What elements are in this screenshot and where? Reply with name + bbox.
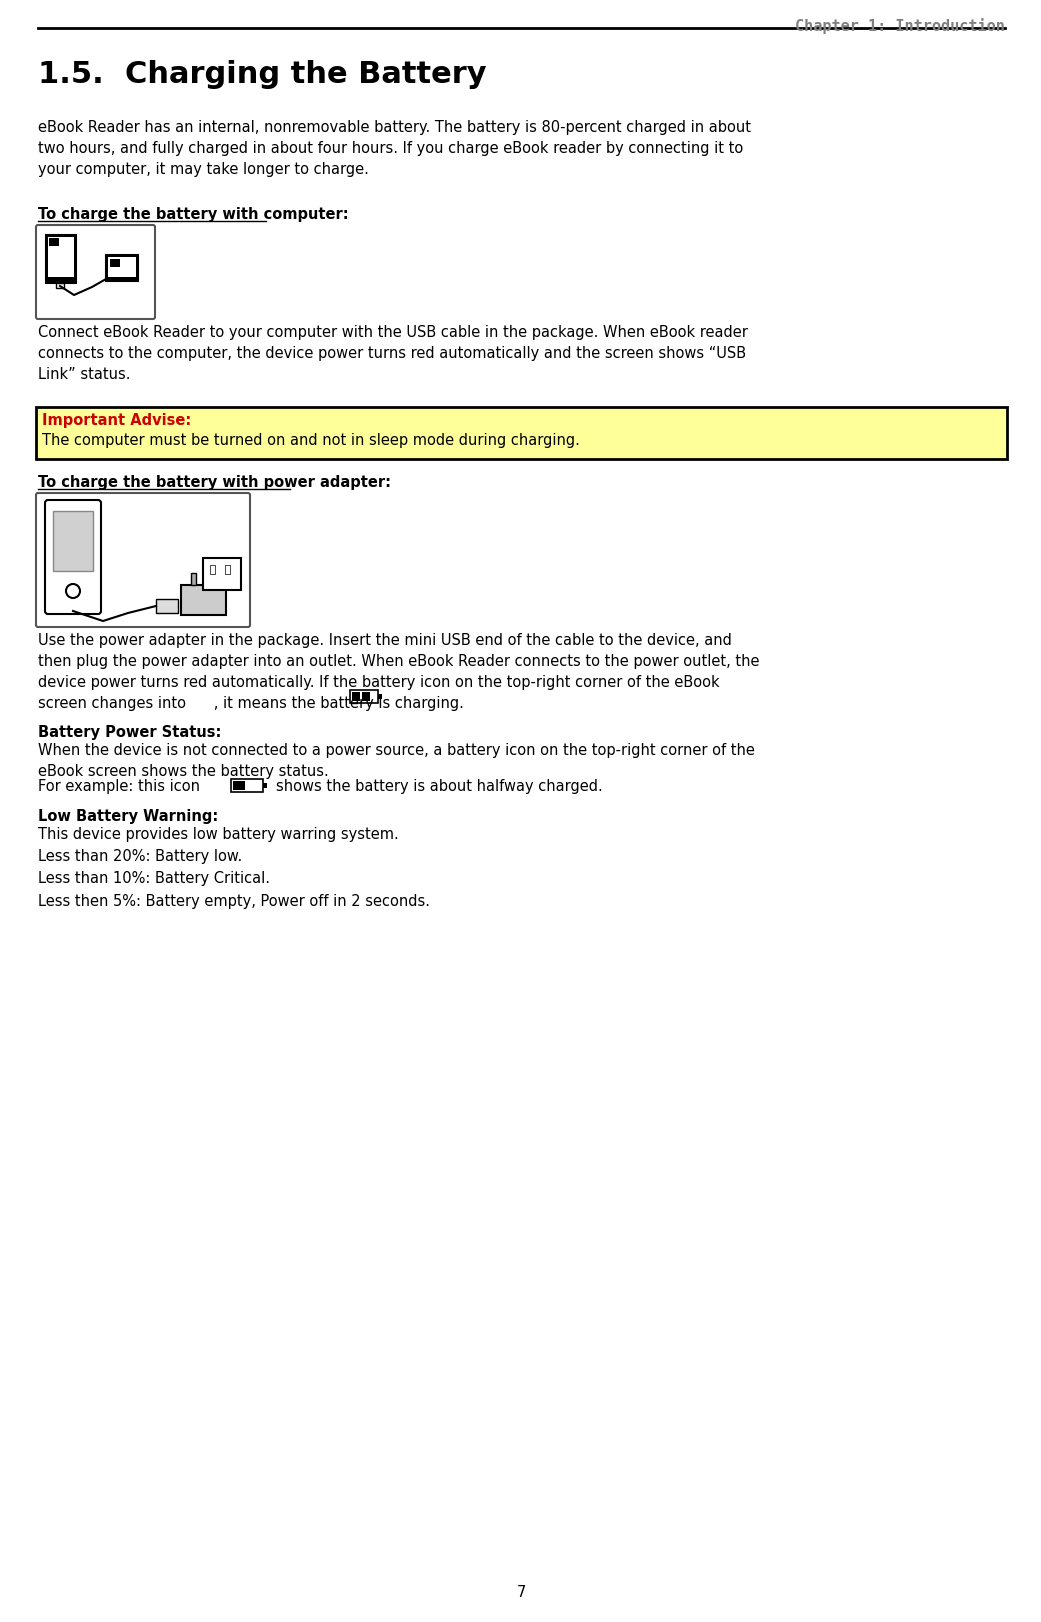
FancyBboxPatch shape xyxy=(36,407,1007,459)
Bar xyxy=(191,573,196,586)
Bar xyxy=(231,779,263,792)
Bar xyxy=(53,511,93,571)
Bar xyxy=(209,573,214,586)
Text: For example: this icon: For example: this icon xyxy=(39,779,200,795)
Bar xyxy=(225,564,230,574)
Bar xyxy=(110,260,120,268)
Text: Use the power adapter in the package. Insert the mini USB end of the cable to th: Use the power adapter in the package. In… xyxy=(39,633,760,710)
Bar xyxy=(106,255,138,281)
Bar xyxy=(203,558,242,590)
FancyBboxPatch shape xyxy=(36,225,155,320)
Bar xyxy=(350,689,378,702)
Bar xyxy=(48,237,74,277)
Text: This device provides low battery warring system.
Less than 20%: Battery low.
Les: This device provides low battery warring… xyxy=(39,827,430,908)
Text: Battery Power Status:: Battery Power Status: xyxy=(39,725,222,740)
Text: Low Battery Warning:: Low Battery Warning: xyxy=(39,809,219,824)
Circle shape xyxy=(66,584,80,599)
Bar xyxy=(210,564,215,574)
Text: 7: 7 xyxy=(516,1585,526,1599)
Text: Important Advise:: Important Advise: xyxy=(42,414,192,428)
Bar xyxy=(156,599,178,613)
Bar xyxy=(352,693,360,701)
Text: shows the battery is about halfway charged.: shows the battery is about halfway charg… xyxy=(276,779,603,795)
FancyBboxPatch shape xyxy=(36,493,250,628)
Text: 1.5.  Charging the Battery: 1.5. Charging the Battery xyxy=(39,60,486,89)
Bar xyxy=(378,694,382,699)
Text: Connect eBook Reader to your computer with the USB cable in the package. When eB: Connect eBook Reader to your computer wi… xyxy=(39,324,747,383)
Bar xyxy=(362,693,370,701)
Text: To charge the battery with power adapter:: To charge the battery with power adapter… xyxy=(39,475,391,490)
Bar xyxy=(181,586,226,615)
Bar xyxy=(108,256,136,277)
Text: When the device is not connected to a power source, a battery icon on the top-ri: When the device is not connected to a po… xyxy=(39,743,755,779)
Text: Chapter 1: Introduction: Chapter 1: Introduction xyxy=(795,18,1005,34)
Bar xyxy=(46,235,76,282)
Bar xyxy=(56,282,64,289)
Bar xyxy=(263,783,266,788)
Text: The computer must be turned on and not in sleep mode during charging.: The computer must be turned on and not i… xyxy=(42,433,580,448)
Text: eBook Reader has an internal, nonremovable battery. The battery is 80-percent ch: eBook Reader has an internal, nonremovab… xyxy=(39,120,751,177)
FancyBboxPatch shape xyxy=(45,500,101,615)
Text: To charge the battery with computer:: To charge the battery with computer: xyxy=(39,208,349,222)
Bar xyxy=(233,782,245,790)
Bar xyxy=(49,238,59,247)
